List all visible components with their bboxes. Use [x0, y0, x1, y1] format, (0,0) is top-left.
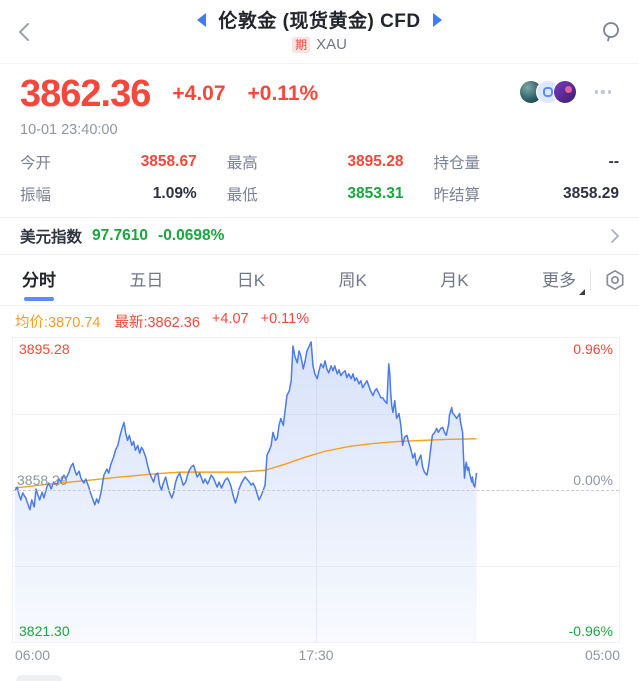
prev-instrument-arrow-icon[interactable]: [197, 12, 207, 27]
title-block: 伦敦金 (现货黄金) CFD 期 XAU: [0, 6, 639, 53]
chevron-right-icon: [607, 228, 623, 244]
quote-timestamp: 10-01 23:40:00: [20, 122, 118, 138]
divider: [590, 270, 591, 290]
minute-chart-plot[interactable]: 3895.28 0.96% 3858.29 0.00% 3821.30 -0.9…: [12, 337, 620, 643]
usd-index-row[interactable]: 美元指数 97.7610 -0.0698%: [0, 217, 639, 254]
usd-index-label: 美元指数: [20, 229, 83, 246]
tick-close: 05:00: [584, 647, 620, 663]
more-ellipsis-icon[interactable]: [594, 90, 611, 94]
settings-nut-icon: [606, 269, 624, 291]
tab-minute[interactable]: 分时: [22, 260, 56, 301]
tick-open: 06:00: [15, 647, 51, 663]
legend-avg-price: 均价:3870.74: [15, 315, 101, 331]
back-button[interactable]: [12, 18, 40, 46]
last-price: 3862.36: [20, 72, 151, 115]
price-change: +4.07: [172, 82, 226, 105]
back-chevron-icon: [19, 23, 29, 41]
chart-legend: 均价:3870.74 最新:3862.36 +4.07 +0.11%: [0, 306, 639, 335]
stat-amplitude: 振幅 1.09%: [20, 185, 197, 204]
baseline-dashed: [13, 490, 619, 491]
symbol-label: XAU: [316, 36, 347, 53]
futures-badge: 期: [292, 36, 311, 53]
usd-index-change: -0.0698%: [158, 227, 225, 244]
bottom-sheet-handle[interactable]: [16, 675, 62, 681]
tab-five-day[interactable]: 五日: [129, 270, 164, 290]
chart-settings-button[interactable]: [603, 268, 627, 292]
next-instrument-arrow-icon[interactable]: [432, 12, 442, 27]
search-icon: [603, 22, 619, 42]
minute-chart-svg: [14, 341, 478, 642]
stats-grid: 今开 3858.67 最高 3895.28 持仓量 -- 振幅 1.09% 最低…: [0, 138, 639, 208]
chart-tabbar: 分时 五日 日K 周K 月K 更多: [0, 254, 639, 306]
legend-last-price: 最新:3862.36 +4.07 +0.11%: [114, 311, 310, 331]
stat-prev-settlement: 昨结算 3858.29: [433, 185, 619, 204]
usd-index-value: 97.7610: [92, 227, 149, 244]
price-change-percent: +0.11%: [247, 82, 319, 105]
tab-more[interactable]: 更多: [542, 260, 585, 301]
avatar: [553, 80, 577, 104]
stat-low: 最低 3853.31: [226, 185, 404, 204]
watchers-avatars[interactable]: [519, 80, 577, 104]
page-title: 伦敦金 (现货黄金) CFD: [218, 11, 421, 32]
quote-section: 3862.36 +4.07 +0.11% 10-01 23:40:00: [0, 64, 639, 138]
tick-mid: 17:30: [298, 647, 334, 663]
dropdown-corner-icon: [578, 288, 585, 295]
price-area-fill: [14, 341, 477, 642]
stat-open-interest: 持仓量 --: [433, 153, 619, 172]
tab-weekly-k[interactable]: 周K: [338, 270, 367, 290]
search-button[interactable]: [597, 18, 625, 46]
tab-daily-k[interactable]: 日K: [236, 270, 266, 290]
stat-high: 最高 3895.28: [226, 153, 404, 172]
stat-open: 今开 3858.67: [20, 153, 197, 172]
time-axis: 06:00 17:30 05:00: [12, 643, 620, 667]
price-line: [14, 341, 478, 511]
header: 伦敦金 (现货黄金) CFD 期 XAU: [0, 0, 639, 64]
tab-monthly-k[interactable]: 月K: [440, 270, 469, 290]
